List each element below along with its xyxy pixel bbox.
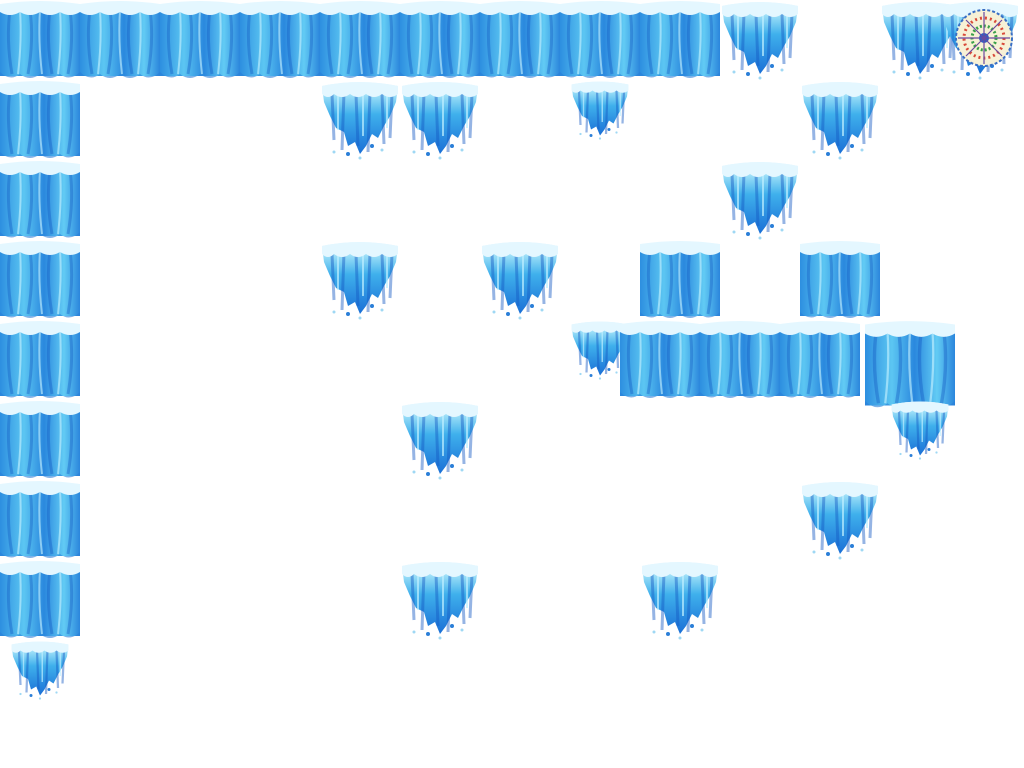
ice-drop xyxy=(12,642,69,700)
ice-block xyxy=(160,0,240,80)
ice-platforms xyxy=(322,82,957,640)
ice-drop xyxy=(722,162,798,240)
ice-drop xyxy=(402,402,478,480)
ice-block xyxy=(0,240,80,320)
ice-drop xyxy=(642,562,718,640)
ice-drop xyxy=(402,82,478,160)
ice-block xyxy=(620,320,700,400)
ice-block xyxy=(480,0,560,80)
ice-block xyxy=(700,320,780,400)
ice-block xyxy=(780,320,860,400)
ice-drop xyxy=(722,2,798,80)
ice-drop xyxy=(322,242,398,320)
ice-drop xyxy=(892,402,949,460)
ice-block xyxy=(640,0,720,80)
ice-ceiling xyxy=(0,0,1018,160)
ice-block xyxy=(863,320,957,410)
ice-block xyxy=(560,0,640,80)
ice-drop xyxy=(802,82,878,160)
ice-drop xyxy=(402,562,478,640)
ice-drop xyxy=(572,322,629,380)
ice-block xyxy=(0,320,80,400)
ice-drop xyxy=(572,82,629,140)
ice-block xyxy=(0,560,80,640)
ice-drop xyxy=(482,242,558,320)
ice-block xyxy=(0,0,80,80)
ice-drop xyxy=(802,482,878,560)
ice-drop xyxy=(322,82,398,160)
ice-block xyxy=(0,160,80,240)
ice-block xyxy=(800,240,880,320)
ice-block xyxy=(0,400,80,480)
ice-block xyxy=(0,480,80,560)
ice-wall xyxy=(0,80,80,700)
ice-block xyxy=(80,0,160,80)
ice-block xyxy=(640,240,720,320)
player-sprite xyxy=(955,9,1013,67)
ice-block xyxy=(400,0,480,80)
ice-block xyxy=(240,0,320,80)
ice-block xyxy=(320,0,400,80)
ice-block xyxy=(0,80,80,160)
